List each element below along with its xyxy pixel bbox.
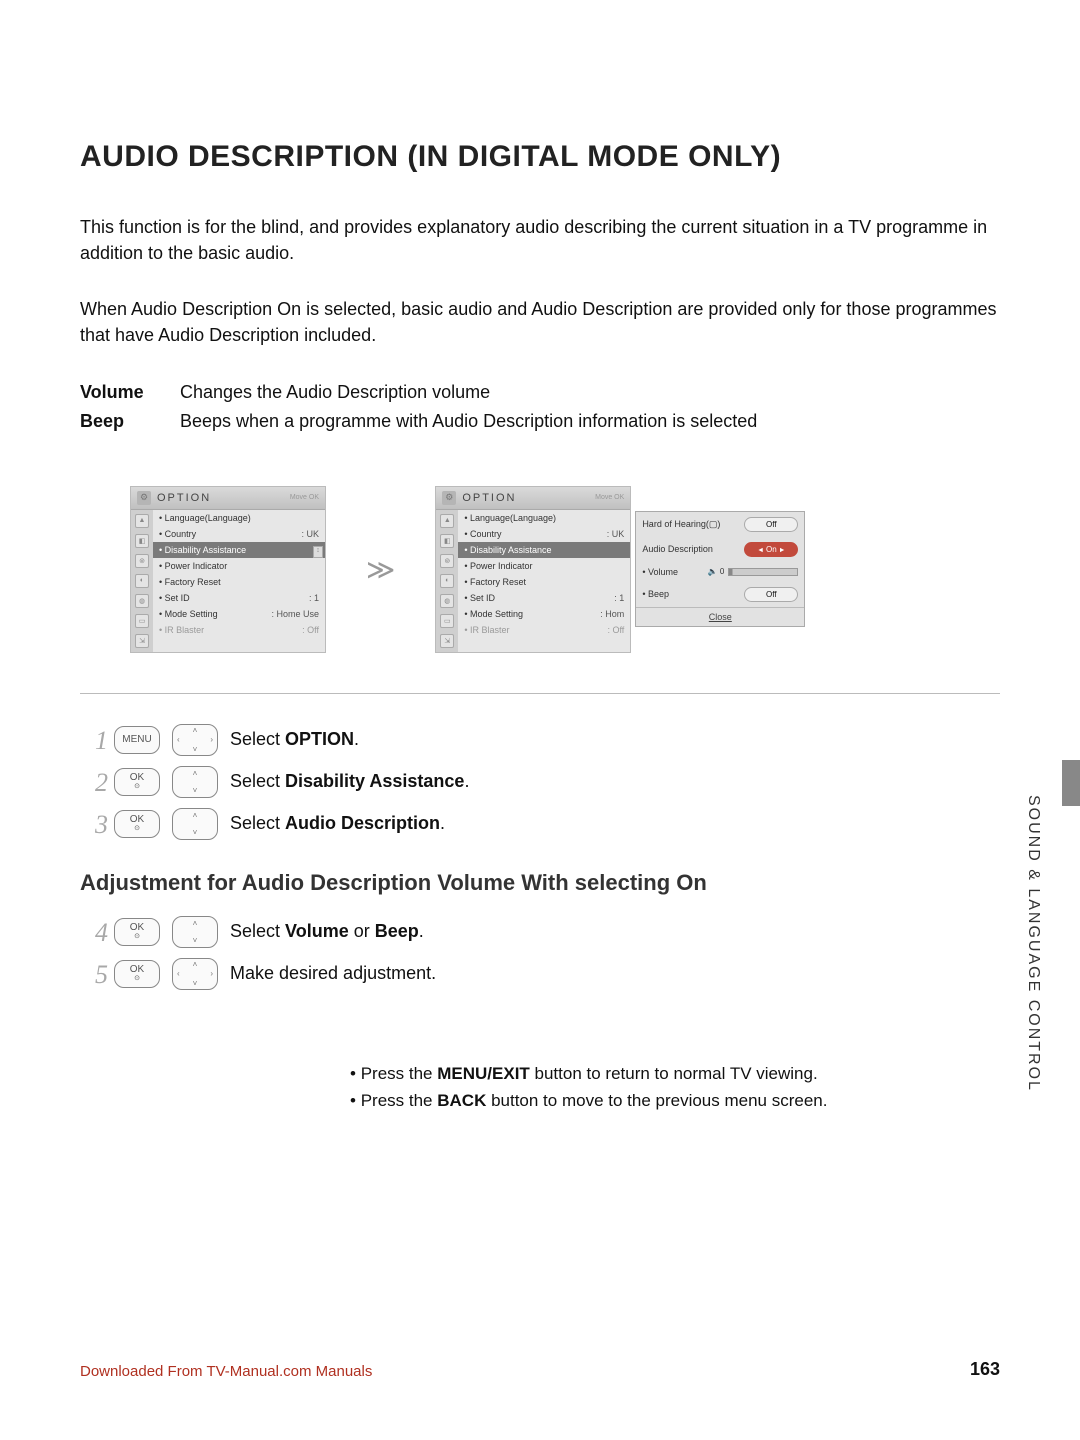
step-number: 1 [90, 726, 108, 756]
osd-hint: Move OK [595, 494, 624, 501]
scroll-icon: ↕ [313, 546, 323, 558]
ok-button-icon [114, 918, 160, 946]
time-icon: ◐ [135, 574, 149, 588]
osd-left: ⚙ OPTION Move OK ▲ ◧ ⊚ ◐ ◍ ▭ ⇲ Language(… [130, 486, 326, 653]
usb-icon: ⇲ [440, 634, 454, 648]
note-back: Press the BACK button to move to the pre… [350, 1087, 1000, 1114]
popup-hard-of-hearing-label: Hard of Hearing(▢) [642, 519, 740, 530]
osd-title: OPTION [157, 492, 211, 504]
ok-button-icon [114, 768, 160, 796]
dpad-lr-icon: ˄˅ [172, 724, 218, 756]
intro-paragraph-2: When Audio Description On is selected, b… [80, 296, 1000, 348]
lock-icon: ◍ [440, 594, 454, 608]
audio-icon: ◧ [440, 534, 454, 548]
ok-button-icon [114, 810, 160, 838]
steps-block-1: 1 ˄˅ Select OPTION. 2 Select Disability … [90, 724, 1000, 840]
gear-icon: ⚙ [442, 491, 456, 505]
popup-hard-of-hearing-value: Off [744, 517, 798, 532]
osd-item-setid: Set ID [159, 593, 190, 603]
def-beep-desc: Beeps when a programme with Audio Descri… [180, 407, 1000, 436]
popup-close: Close [636, 607, 804, 626]
gear-icon: ⚙ [137, 491, 151, 505]
picture-icon: ▲ [440, 514, 454, 528]
time-icon: ◐ [440, 574, 454, 588]
note-menu-exit: Press the MENU/EXIT button to return to … [350, 1060, 1000, 1087]
ok-button-icon [114, 960, 160, 988]
osd-title: OPTION [462, 492, 516, 504]
popup-beep-value: Off [744, 587, 798, 602]
usb-icon: ⇲ [135, 634, 149, 648]
osd-item-reset: Factory Reset [159, 577, 221, 587]
osd-right-wrapper: ⚙ OPTION Move OK ▲ ◧ ⊚ ◐ ◍ ▭ ⇲ Language(… [435, 486, 631, 653]
popup-beep-label: Beep [642, 589, 740, 599]
audio-icon: ◧ [135, 534, 149, 548]
disability-popup: Hard of Hearing(▢) Off Audio Description… [635, 511, 805, 627]
option-icon: ⊚ [440, 554, 454, 568]
divider [80, 693, 1000, 694]
input-icon: ▭ [440, 614, 454, 628]
popup-volume-slider [728, 568, 798, 576]
input-icon: ▭ [135, 614, 149, 628]
osd-item-ir: IR Blaster [159, 625, 204, 635]
osd-item-disability: Disability Assistance [159, 545, 246, 555]
osd-list: Language(Language) Country: UK Disabilit… [153, 510, 325, 652]
footer-notes: Press the MENU/EXIT button to return to … [350, 1060, 1000, 1114]
step-number: 2 [90, 768, 108, 798]
popup-volume-value: 🔈 0 [706, 567, 724, 576]
osd-item-mode: Mode Setting [159, 609, 218, 619]
step-number: 3 [90, 810, 108, 840]
side-thumb-tab [1050, 780, 1080, 1080]
page-title: AUDIO DESCRIPTION (IN DIGITAL MODE ONLY) [80, 140, 1000, 174]
lock-icon: ◍ [135, 594, 149, 608]
def-volume-label: Volume [80, 378, 180, 407]
osd-illustration-row: ⚙ OPTION Move OK ▲ ◧ ⊚ ◐ ◍ ▭ ⇲ Language(… [80, 486, 1000, 653]
picture-icon: ▲ [135, 514, 149, 528]
dpad-lr-icon: ˄˅ [172, 958, 218, 990]
step-3-text: Select Audio Description. [230, 813, 445, 834]
dpad-updn-icon [172, 766, 218, 798]
section-side-label: SOUND & LANGUAGE CONTROL [1024, 795, 1042, 1092]
def-beep-label: Beep [80, 407, 180, 436]
definition-list: Volume Changes the Audio Description vol… [80, 378, 1000, 436]
steps-block-2: 4 Select Volume or Beep. 5 ˄˅ Make desir… [90, 916, 1000, 990]
subsection-heading: Adjustment for Audio Description Volume … [80, 870, 1000, 896]
step-number: 4 [90, 918, 108, 948]
dpad-updn-icon [172, 916, 218, 948]
dpad-updn-icon [172, 808, 218, 840]
popup-audio-description-label: Audio Description [642, 544, 740, 554]
step-5-text: Make desired adjustment. [230, 963, 436, 984]
osd-hint: Move OK [290, 494, 319, 501]
page-number: 163 [970, 1359, 1000, 1380]
osd-item-country: Country [159, 529, 196, 539]
osd-item-power: Power Indicator [159, 561, 227, 571]
step-2-text: Select Disability Assistance. [230, 771, 469, 792]
def-volume-desc: Changes the Audio Description volume [180, 378, 1000, 407]
step-number: 5 [90, 960, 108, 990]
download-footer: Downloaded From TV-Manual.com Manuals [80, 1363, 372, 1380]
menu-button-icon [114, 726, 160, 754]
intro-paragraph-1: This function is for the blind, and prov… [80, 214, 1000, 266]
popup-volume-label: Volume [642, 567, 702, 577]
popup-audio-description-value: On [744, 542, 798, 557]
step-1-text: Select OPTION. [230, 729, 359, 750]
option-icon: ⊚ [135, 554, 149, 568]
step-4-text: Select Volume or Beep. [230, 921, 424, 942]
osd-item-language: Language(Language) [159, 513, 251, 523]
arrow-separator-icon: ≫ [366, 553, 395, 586]
osd-right: ⚙ OPTION Move OK ▲ ◧ ⊚ ◐ ◍ ▭ ⇲ Language(… [435, 486, 631, 653]
osd-category-icons: ▲ ◧ ⊚ ◐ ◍ ▭ ⇲ [131, 510, 153, 652]
